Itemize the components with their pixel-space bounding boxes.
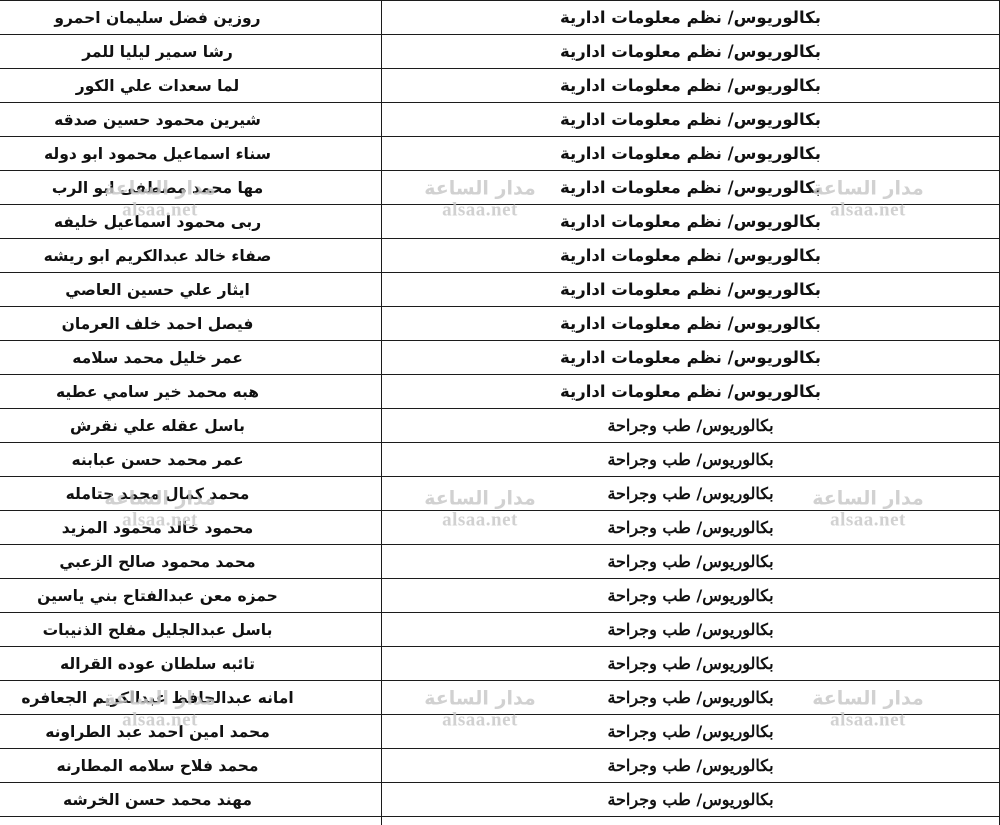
cell-applicant-name: رشا سمير ليليا للمر [0, 34, 382, 69]
cell-applicant-name: عمر محمد حسن عبابنه [0, 442, 382, 477]
cell-qualification: بكالوريوس/ طب وجراحة [381, 510, 1000, 545]
cell-qualification: بكالوريوس/ نظم معلومات ادارية [381, 238, 1000, 273]
cell-qualification: بكالوريوس/ نظم معلومات ادارية [381, 204, 1000, 239]
table-row: بكالوريوس/ نظم معلومات ادارية رشا سمير لي… [0, 34, 1000, 69]
cell-applicant-name: صفاء خالد عبدالكريم ابو ريشه [0, 238, 382, 273]
cell-applicant-name: سناء اسماعيل محمود ابو دوله [0, 136, 382, 171]
table-row: بكالوريوس/ نظم معلومات ادارية هبه محمد خي… [0, 374, 1000, 409]
cell-qualification: بكالوريوس/ طب وجراحة [381, 578, 1000, 613]
cell-applicant-name: ربى محمود اسماعيل خليفه [0, 204, 382, 239]
cell-applicant-name: حمزه معن عبدالفتاح بني ياسين [0, 578, 382, 613]
cell-qualification: بكالوريوس/ طب وجراحة [381, 476, 1000, 511]
cell-qualification: بكالوريوس/ نظم معلومات ادارية [381, 0, 1000, 35]
cell-qualification: بكالوريوس/ طب وجراحة [381, 782, 1000, 817]
cell-qualification: بكالوريوس/ نظم معلومات ادارية [381, 136, 1000, 171]
table-row: بكالوريوس/ نظم معلومات ادارية مها محمد مص… [0, 170, 1000, 205]
cell-qualification: بكالوريوس/ طب وجراحة [381, 408, 1000, 443]
cell-qualification: بكالوريوس/ نظم معلومات ادارية [381, 374, 1000, 409]
cell-qualification: بكالوريوس/ نظم معلومات ادارية [381, 34, 1000, 69]
cell-applicant-name: محمد كمال محمد حتامله [0, 476, 382, 511]
cell-qualification: بكالوريوس/ طب وجراحة [381, 748, 1000, 783]
cell-applicant-name: باسل عبدالجليل مفلح الذنيبات [0, 612, 382, 647]
table-row: بكالوريوس/ طب وجراحة مهند محمد حسن الخرشه… [0, 782, 1000, 817]
table-row: بكالوريوس/ طب وجراحة محمد محمود صالح الزع… [0, 544, 1000, 579]
table-row: بكالوريوس/ نظم معلومات ادارية ايثار علي ح… [0, 272, 1000, 307]
table-row: بكالوريوس/ طب وجراحة تائبه سلطان عوده الق… [0, 646, 1000, 681]
cell-applicant-name: باسل عقله علي نقرش [0, 408, 382, 443]
cell-qualification: بكالوريوس/ طب وجراحة [381, 544, 1000, 579]
cell-applicant-name: عمر خليل محمد سلامه [0, 340, 382, 375]
cell-applicant-name: احمد خالد محمد الذيابات [0, 816, 382, 825]
cell-qualification: بكالوريوس/ طب وجراحة [381, 680, 1000, 715]
cell-qualification: بكالوريوس/ نظم معلومات ادارية [381, 102, 1000, 137]
cell-qualification: بكالوريوس/ طب وجراحة [381, 714, 1000, 749]
table-row: بكالوريوس/ طب وجراحة باسل عبدالجليل مفلح … [0, 612, 1000, 647]
cell-applicant-name: مها محمد مصطفى ابو الرب [0, 170, 382, 205]
cell-applicant-name: محمود خالد محمود المزيد [0, 510, 382, 545]
cell-qualification: بكالوريوس/ نظم معلومات ادارية [381, 306, 1000, 341]
cell-applicant-name: هبه محمد خير سامي عطيه [0, 374, 382, 409]
table-row: بكالوريوس/ نظم معلومات ادارية سناء اسماعي… [0, 136, 1000, 171]
table-row: بكالوريوس/ نظم معلومات ادارية ربى محمود ا… [0, 204, 1000, 239]
table-row: بكالوريوس/ طب وجراحة حمزه معن عبدالفتاح ب… [0, 578, 1000, 613]
table-row: بكالوريوس/ نظم معلومات ادارية شيرين محمود… [0, 102, 1000, 137]
cell-qualification: بكالوريوس/ نظم معلومات ادارية [381, 68, 1000, 103]
table-row: بكالوريوس/ طب وجراحة امانه عبدالحافظ عبدا… [0, 680, 1000, 715]
table-row: بكالوريوس/ نظم معلومات ادارية لما سعدات ع… [0, 68, 1000, 103]
cell-applicant-name: شيرين محمود حسين صدقه [0, 102, 382, 137]
cell-qualification: بكالوريوس/ طب وجراحة [381, 816, 1000, 825]
table-row: بكالوريوس/ طب وجراحة محمود خالد محمود الم… [0, 510, 1000, 545]
cell-applicant-name: مهند محمد حسن الخرشه [0, 782, 382, 817]
table-row: بكالوريوس/ طب وجراحة محمد امين احمد عبد ا… [0, 714, 1000, 749]
cell-applicant-name: محمد فلاح سلامه المطارنه [0, 748, 382, 783]
cell-applicant-name: ايثار علي حسين العاصي [0, 272, 382, 307]
cell-applicant-name: محمد امين احمد عبد الطراونه [0, 714, 382, 749]
cell-applicant-name: فيصل احمد خلف العرمان [0, 306, 382, 341]
cell-qualification: بكالوريوس/ نظم معلومات ادارية [381, 170, 1000, 205]
cell-qualification: بكالوريوس/ نظم معلومات ادارية [381, 340, 1000, 375]
cell-applicant-name: امانه عبدالحافظ عبدالكريم الجعافره [0, 680, 382, 715]
table-row: بكالوريوس/ طب وجراحةاحمد خالد محمد الذيا… [0, 816, 1000, 825]
cell-applicant-name: محمد محمود صالح الزعبي [0, 544, 382, 579]
cell-applicant-name: لما سعدات علي الكور [0, 68, 382, 103]
table-row: بكالوريوس/ نظم معلومات ادارية عمر خليل مح… [0, 340, 1000, 375]
table-row: بكالوريوس/ نظم معلومات ادارية فيصل احمد خ… [0, 306, 1000, 341]
table-row: بكالوريوس/ طب وجراحة محمد فلاح سلامه المط… [0, 748, 1000, 783]
cell-qualification: بكالوريوس/ نظم معلومات ادارية [381, 272, 1000, 307]
cell-applicant-name: تائبه سلطان عوده القراله [0, 646, 382, 681]
table-row: بكالوريوس/ نظم معلومات ادارية صفاء خالد ع… [0, 238, 1000, 273]
table-row: بكالوريوس/ طب وجراحة محمد كمال محمد حتامل… [0, 476, 1000, 511]
cell-qualification: بكالوريوس/ طب وجراحة [381, 646, 1000, 681]
cell-applicant-name: روزين فضل سليمان احمرو [0, 0, 382, 35]
cell-qualification: بكالوريوس/ طب وجراحة [381, 442, 1000, 477]
cell-qualification: بكالوريوس/ طب وجراحة [381, 612, 1000, 647]
table-row: بكالوريوس/ نظم معلومات ادارية روزين فضل س… [0, 0, 1000, 35]
